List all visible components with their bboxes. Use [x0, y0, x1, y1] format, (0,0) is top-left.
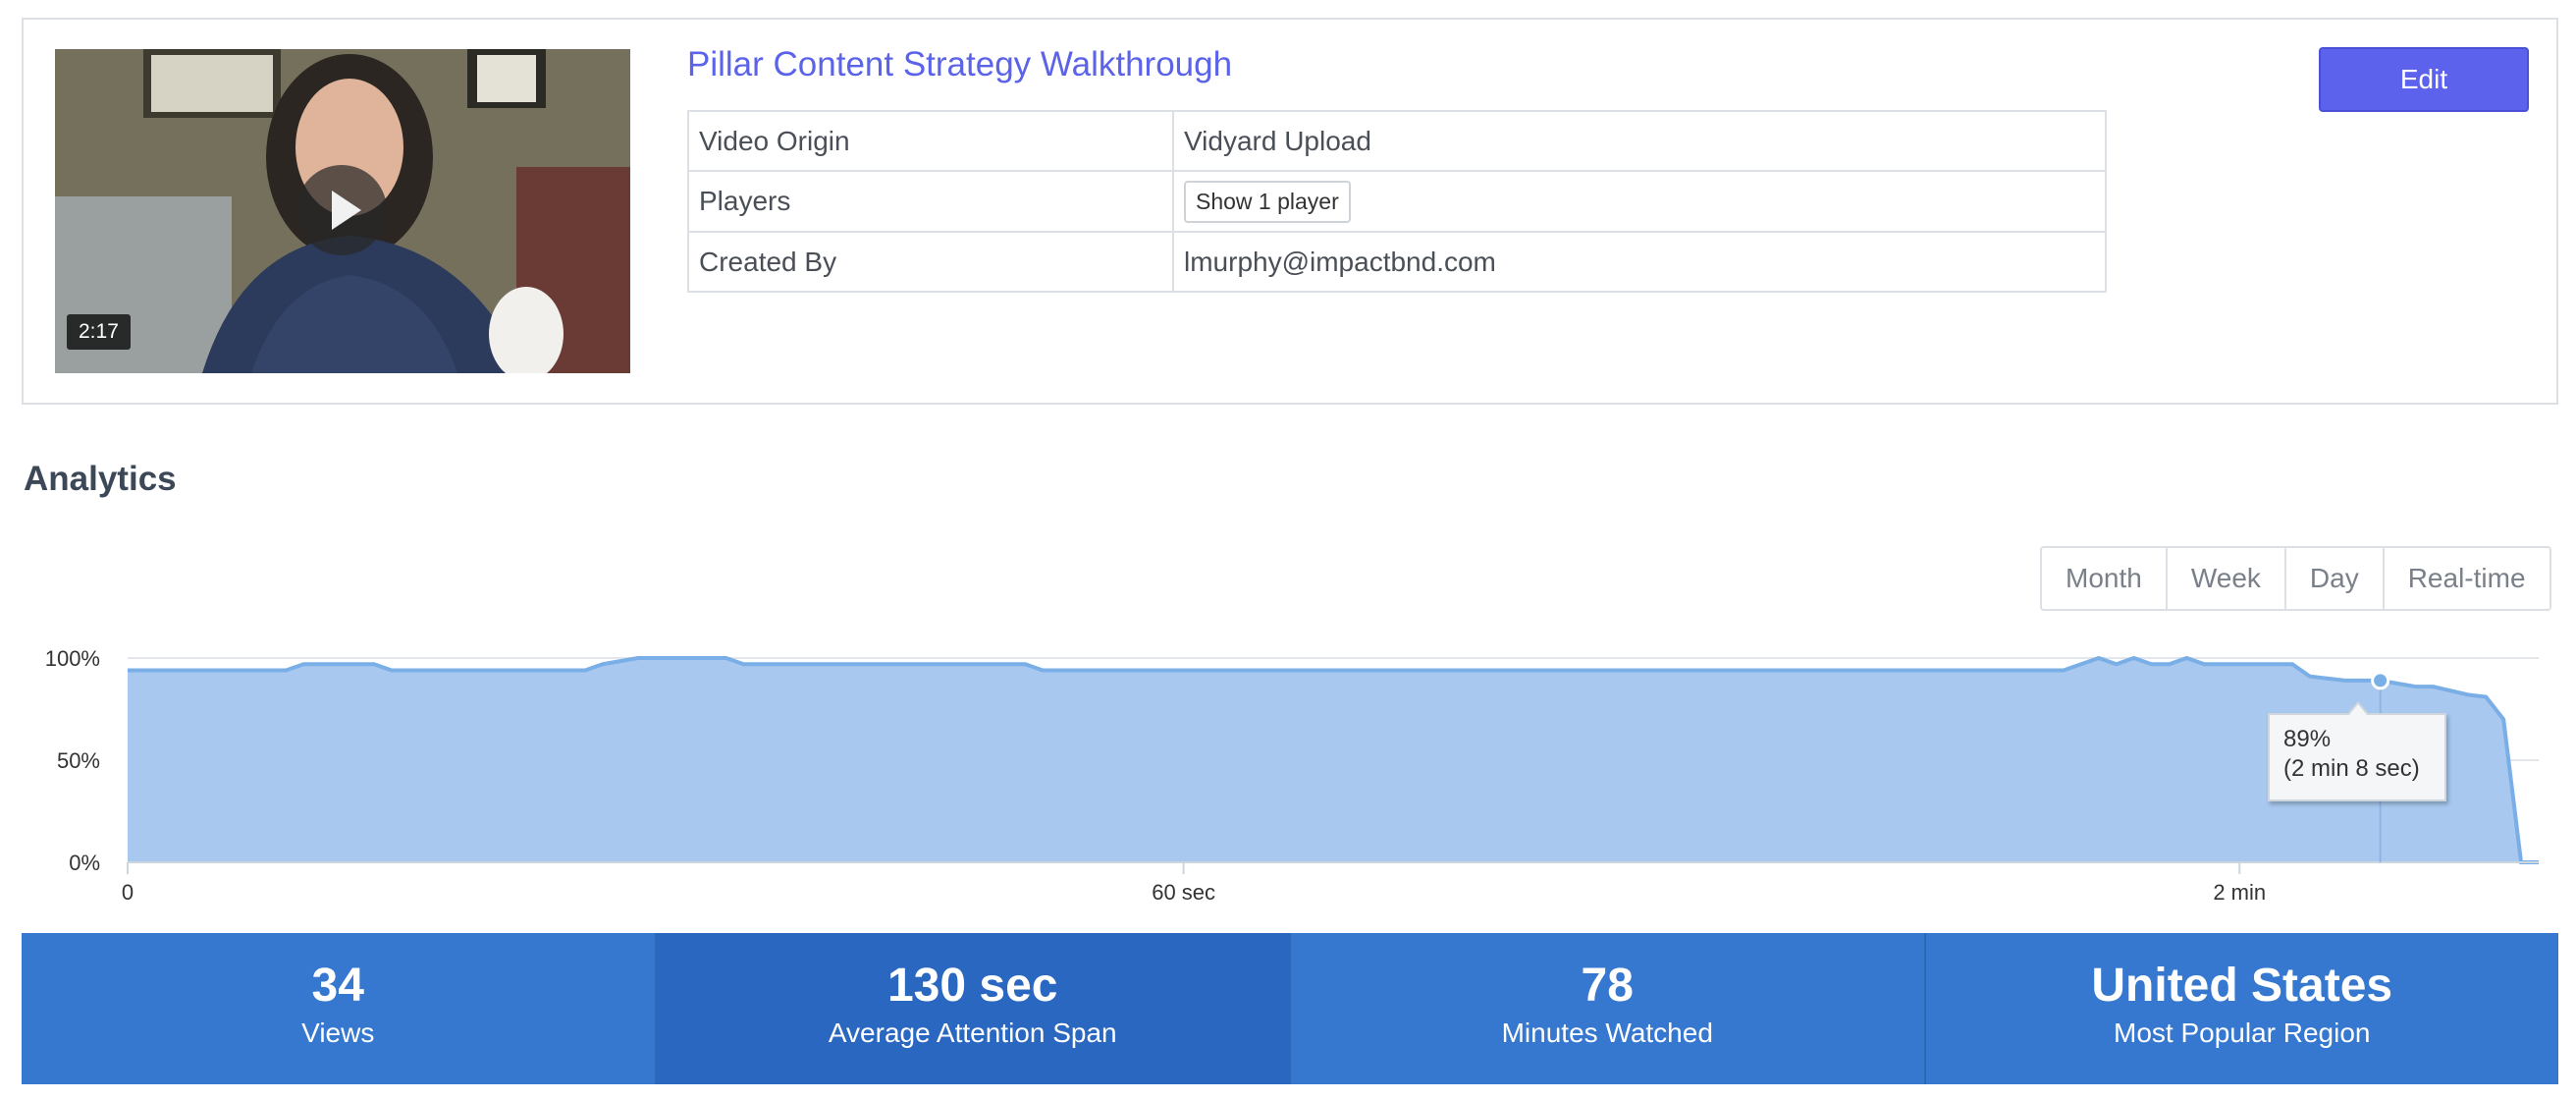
video-card: 2:17 Pillar Content Strategy Walkthrough…: [22, 18, 2558, 405]
range-week-button[interactable]: Week: [2168, 548, 2286, 609]
x-tick-label: 2 min: [2213, 880, 2266, 905]
chart-tooltip: 89% (2 min 8 sec): [2268, 701, 2446, 801]
show-players-button[interactable]: Show 1 player: [1184, 180, 1351, 223]
table-row: Created By lmurphy@impactbnd.com: [687, 231, 2107, 293]
tooltip-time: (2 min 8 sec): [2283, 755, 2420, 782]
meta-value: Vidyard Upload: [1172, 110, 2107, 172]
time-range-selector: Month Week Day Real-time: [2040, 546, 2551, 611]
attention-chart: 0% 50% 100% 0 60 sec 2 min 89% (2 min 8 sec): [0, 629, 2576, 913]
meta-key: Players: [687, 170, 1174, 233]
meta-value: Show 1 player: [1172, 170, 2107, 233]
video-thumbnail[interactable]: 2:17: [55, 49, 630, 373]
stat-minutes-watched[interactable]: 78 Minutes Watched: [1291, 933, 1926, 1084]
stat-attention-span[interactable]: 130 sec Average Attention Span: [656, 933, 1291, 1084]
edit-button[interactable]: Edit: [2319, 47, 2529, 112]
range-day-button[interactable]: Day: [2286, 548, 2385, 609]
range-realtime-button[interactable]: Real-time: [2407, 563, 2526, 593]
thumbnail-scene: [55, 49, 630, 373]
attention-chart-svg: 0% 50% 100% 0 60 sec 2 min: [45, 646, 2539, 905]
table-row: Video Origin Vidyard Upload: [687, 110, 2107, 172]
tooltip-value: 89%: [2283, 726, 2332, 752]
stat-value: 34: [311, 960, 364, 1012]
y-tick-label: 100%: [45, 646, 100, 671]
analytics-heading: Analytics: [24, 460, 177, 498]
stat-label: Most Popular Region: [2114, 1018, 2371, 1048]
x-tick-label: 0: [122, 880, 134, 905]
video-title[interactable]: Pillar Content Strategy Walkthrough: [687, 45, 1233, 83]
stat-value: 78: [1581, 960, 1634, 1012]
play-icon[interactable]: [296, 165, 387, 255]
range-month-button[interactable]: Month: [2042, 548, 2168, 609]
video-meta-table: Video Origin Vidyard Upload Players Show…: [687, 110, 2107, 293]
stat-label: Average Attention Span: [828, 1018, 1117, 1048]
meta-key: Created By: [687, 231, 1174, 293]
stat-value: United States: [2091, 960, 2393, 1012]
attention-line: [128, 655, 2539, 864]
meta-key: Video Origin: [687, 110, 1174, 172]
stat-views[interactable]: 34 Views: [22, 933, 657, 1084]
attention-area: [128, 658, 2539, 862]
y-tick-label: 0%: [69, 851, 100, 875]
stat-popular-region[interactable]: United States Most Popular Region: [1925, 933, 2558, 1084]
y-tick-label: 50%: [57, 748, 100, 773]
stats-bar: 34 Views 130 sec Average Attention Span …: [22, 933, 2558, 1084]
duration-badge: 2:17: [67, 314, 131, 350]
x-tick-label: 60 sec: [1152, 880, 1215, 905]
table-row: Players Show 1 player: [687, 170, 2107, 233]
meta-value: lmurphy@impactbnd.com: [1172, 231, 2107, 293]
stat-label: Minutes Watched: [1501, 1018, 1713, 1048]
stat-label: Views: [301, 1018, 375, 1048]
stat-value: 130 sec: [886, 960, 1058, 1012]
hover-marker: [2371, 671, 2390, 690]
